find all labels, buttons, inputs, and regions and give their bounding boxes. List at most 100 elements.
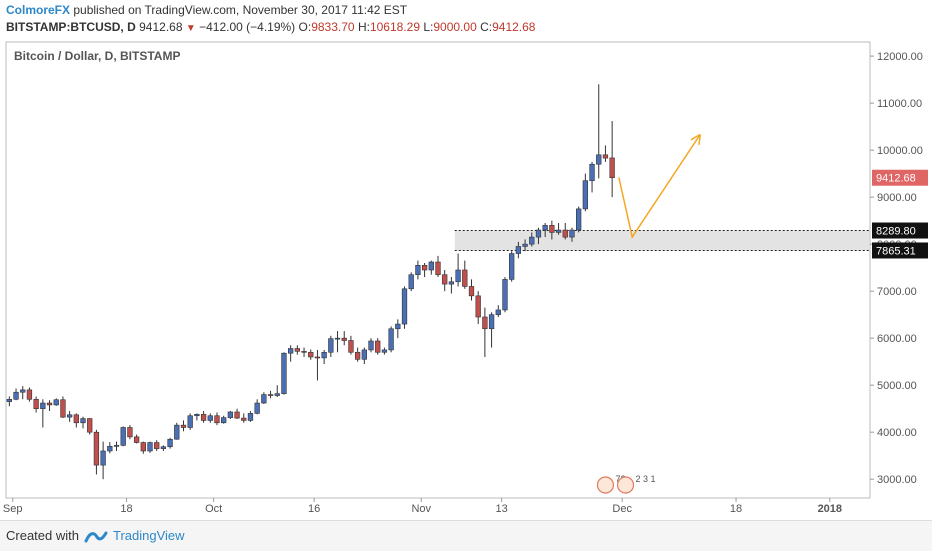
- candle[interactable]: [207, 413, 213, 423]
- candle[interactable]: [348, 335, 354, 355]
- candle[interactable]: [361, 347, 367, 365]
- candle[interactable]: [442, 270, 448, 292]
- candle[interactable]: [582, 173, 588, 212]
- candle[interactable]: [301, 347, 307, 357]
- candle[interactable]: [20, 386, 26, 400]
- candle[interactable]: [73, 413, 79, 428]
- candle[interactable]: [462, 260, 468, 289]
- candle[interactable]: [401, 286, 408, 329]
- candle[interactable]: [428, 260, 434, 275]
- candle[interactable]: [495, 305, 501, 318]
- candle[interactable]: [596, 84, 602, 179]
- candle-body: [227, 411, 234, 418]
- candle[interactable]: [120, 426, 126, 447]
- candle[interactable]: [281, 352, 287, 395]
- candle[interactable]: [549, 220, 555, 240]
- x-tick-label: Oct: [205, 503, 222, 515]
- support-zone[interactable]: [454, 230, 870, 251]
- candle[interactable]: [589, 161, 595, 193]
- candle[interactable]: [482, 307, 488, 357]
- candle[interactable]: [241, 413, 247, 423]
- candle[interactable]: [174, 422, 180, 440]
- candle[interactable]: [267, 390, 274, 399]
- candle[interactable]: [87, 418, 93, 435]
- candle[interactable]: [488, 312, 495, 348]
- candle[interactable]: [187, 413, 193, 430]
- candle[interactable]: [535, 227, 542, 245]
- candle[interactable]: [562, 222, 568, 240]
- candle[interactable]: [46, 400, 53, 412]
- candle[interactable]: [455, 253, 461, 287]
- candle[interactable]: [167, 437, 173, 449]
- candle[interactable]: [381, 347, 388, 355]
- candle[interactable]: [468, 279, 475, 301]
- candle[interactable]: [180, 420, 187, 432]
- candlestick-chart[interactable]: Bitcoin / Dollar, D, BITSTAMP 7?2 3 1 12…: [0, 0, 932, 520]
- candle[interactable]: [448, 277, 455, 294]
- candle[interactable]: [435, 255, 441, 278]
- candle[interactable]: [227, 411, 234, 420]
- candle[interactable]: [133, 434, 140, 444]
- candle[interactable]: [221, 415, 227, 424]
- candle[interactable]: [274, 385, 280, 397]
- candle[interactable]: [33, 396, 39, 413]
- candle[interactable]: [194, 413, 200, 421]
- candle[interactable]: [288, 345, 294, 362]
- candle[interactable]: [147, 441, 153, 453]
- candle[interactable]: [53, 398, 59, 406]
- candle[interactable]: [80, 416, 86, 429]
- event-badge[interactable]: 2 3 1: [616, 474, 656, 494]
- candle[interactable]: [415, 260, 421, 280]
- candle[interactable]: [60, 396, 66, 419]
- candle[interactable]: [522, 239, 528, 252]
- candle[interactable]: [6, 396, 12, 407]
- candle[interactable]: [247, 411, 254, 422]
- candle[interactable]: [602, 145, 609, 162]
- candle[interactable]: [13, 388, 19, 401]
- candle[interactable]: [107, 442, 113, 454]
- tradingview-brand-link[interactable]: TradingView: [113, 528, 185, 543]
- candle[interactable]: [127, 425, 133, 440]
- candle[interactable]: [26, 387, 33, 402]
- candle[interactable]: [154, 440, 160, 451]
- candle[interactable]: [334, 331, 341, 353]
- author-link[interactable]: ColmoreFX: [6, 3, 71, 17]
- projection-arrow[interactable]: [618, 136, 699, 239]
- candle[interactable]: [368, 338, 374, 353]
- candle[interactable]: [388, 326, 394, 353]
- candle[interactable]: [375, 338, 381, 355]
- candle[interactable]: [569, 227, 575, 242]
- candle[interactable]: [40, 399, 46, 428]
- candle[interactable]: [261, 392, 267, 404]
- candle[interactable]: [234, 408, 240, 420]
- candle[interactable]: [576, 206, 582, 233]
- candle[interactable]: [609, 121, 615, 198]
- candle[interactable]: [200, 411, 207, 423]
- candle[interactable]: [529, 232, 535, 247]
- candle[interactable]: [93, 429, 100, 475]
- candle[interactable]: [341, 331, 347, 346]
- candle[interactable]: [160, 445, 167, 451]
- candle[interactable]: [542, 222, 548, 238]
- candle[interactable]: [214, 412, 220, 426]
- candle[interactable]: [515, 241, 522, 259]
- candle[interactable]: [66, 411, 73, 422]
- candle[interactable]: [314, 349, 321, 381]
- candle[interactable]: [308, 349, 314, 360]
- candle[interactable]: [555, 222, 562, 235]
- candle[interactable]: [475, 291, 481, 325]
- candle[interactable]: [294, 345, 300, 355]
- candle[interactable]: [509, 251, 515, 282]
- candle[interactable]: [502, 277, 508, 313]
- candle[interactable]: [408, 272, 414, 292]
- candle[interactable]: [421, 262, 428, 278]
- candle[interactable]: [140, 441, 146, 454]
- candle-body: [341, 337, 347, 341]
- candle[interactable]: [100, 441, 106, 480]
- candle[interactable]: [395, 319, 401, 339]
- candle[interactable]: [328, 335, 334, 357]
- candle[interactable]: [321, 349, 327, 365]
- candle[interactable]: [354, 347, 361, 362]
- candle[interactable]: [254, 399, 260, 415]
- candle[interactable]: [113, 441, 120, 451]
